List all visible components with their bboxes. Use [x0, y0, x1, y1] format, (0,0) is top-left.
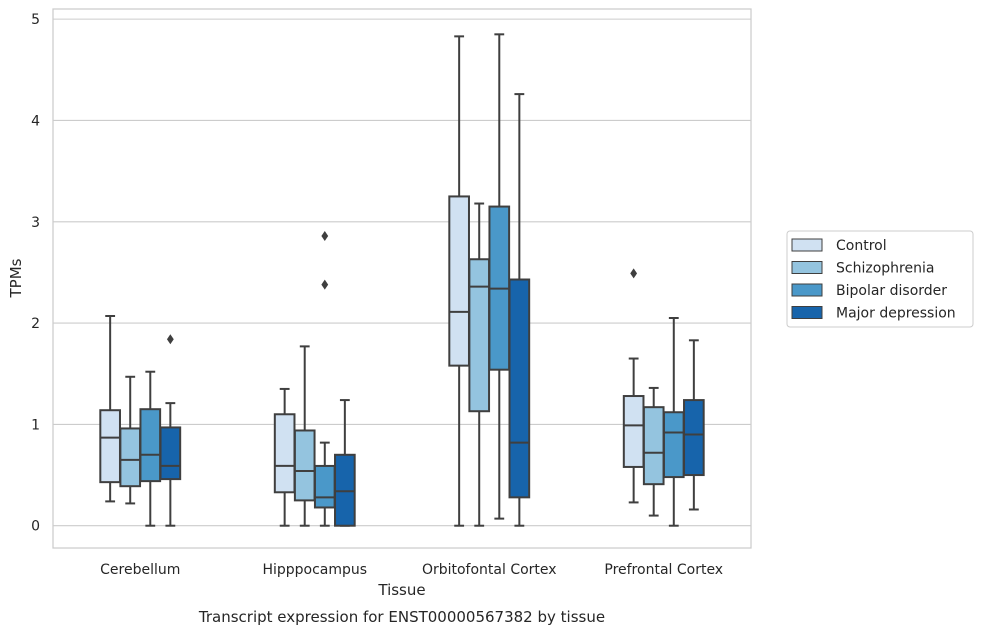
legend-label: Control — [836, 238, 887, 254]
figure-caption: Transcript expression for ENST0000056738… — [198, 608, 605, 626]
box-iqr — [159, 426, 182, 481]
box-major-depression — [159, 334, 182, 527]
legend: Control Schizophrenia Bipolar disorder Majo… — [786, 230, 974, 328]
box-major-depression — [508, 93, 531, 527]
box-control — [448, 35, 470, 527]
y-tick-label: 2 — [31, 316, 40, 332]
box-control — [99, 314, 121, 503]
box-iqr — [139, 408, 162, 483]
box-iqr — [334, 453, 356, 527]
legend-label: Major depression — [836, 306, 956, 322]
x-tick-label: Orbitofontal Cortex — [422, 562, 557, 578]
box-schizophrenia — [119, 375, 142, 505]
box-schizophrenia — [293, 345, 316, 527]
box-bipolar-disorder — [488, 33, 511, 520]
legend-swatch — [791, 306, 823, 319]
box-iqr — [683, 399, 705, 477]
y-tick-label: 5 — [31, 12, 40, 28]
box-iqr — [508, 278, 531, 499]
legend-item: Schizophrenia — [791, 261, 934, 277]
plot-area-frame — [52, 8, 752, 549]
legend-swatch — [791, 283, 823, 297]
box-iqr — [273, 413, 296, 494]
box-major-depression — [683, 339, 705, 511]
x-tick-label: Prefrontal Cortex — [604, 562, 723, 578]
y-tick-labels: 0 1 2 3 4 5 — [31, 12, 40, 535]
box-iqr — [293, 429, 316, 502]
y-tick-label: 3 — [31, 215, 40, 231]
y-tick-label: 0 — [31, 519, 40, 535]
y-tick-label: 1 — [31, 417, 40, 433]
x-axis-title: Tissue — [377, 581, 425, 599]
box-iqr — [662, 411, 685, 479]
box-control — [273, 387, 296, 527]
outlier-point — [321, 230, 329, 241]
legend-label: Schizophrenia — [836, 261, 934, 277]
legend-item: Control — [791, 238, 887, 254]
legend-frame — [786, 230, 974, 328]
box-major-depression — [334, 399, 356, 527]
y-axis-title: TPMs — [7, 258, 25, 298]
x-tick-label: Cerebellum — [100, 562, 180, 578]
legend-swatch — [791, 261, 823, 274]
box-iqr — [448, 195, 470, 367]
x-tick-labels: Cerebellum Hipppocampus Orbitofontal Corte… — [100, 562, 723, 578]
legend-swatch — [791, 238, 823, 252]
box-iqr — [642, 406, 665, 486]
box-iqr — [622, 395, 645, 468]
y-tick-label: 4 — [31, 113, 40, 129]
x-tick-label: Hipppocampus — [262, 562, 367, 578]
box-schizophrenia — [642, 386, 665, 517]
box-iqr — [119, 427, 142, 488]
outlier-point — [166, 334, 174, 345]
box-bipolar-disorder — [313, 230, 336, 527]
legend-item: Bipolar disorder — [791, 283, 947, 299]
box-schizophrenia — [468, 202, 491, 527]
grid-lines — [53, 18, 751, 527]
legend-item: Major depression — [791, 306, 956, 322]
outlier-point — [321, 279, 329, 290]
legend-label: Bipolar disorder — [836, 283, 947, 299]
box-iqr — [99, 409, 121, 484]
box-iqr — [313, 464, 336, 509]
box-bipolar-disorder — [662, 317, 685, 527]
outlier-point — [630, 268, 638, 279]
box-control — [622, 268, 645, 504]
box-layer — [99, 33, 705, 527]
box-iqr — [468, 258, 491, 413]
box-bipolar-disorder — [139, 370, 162, 527]
